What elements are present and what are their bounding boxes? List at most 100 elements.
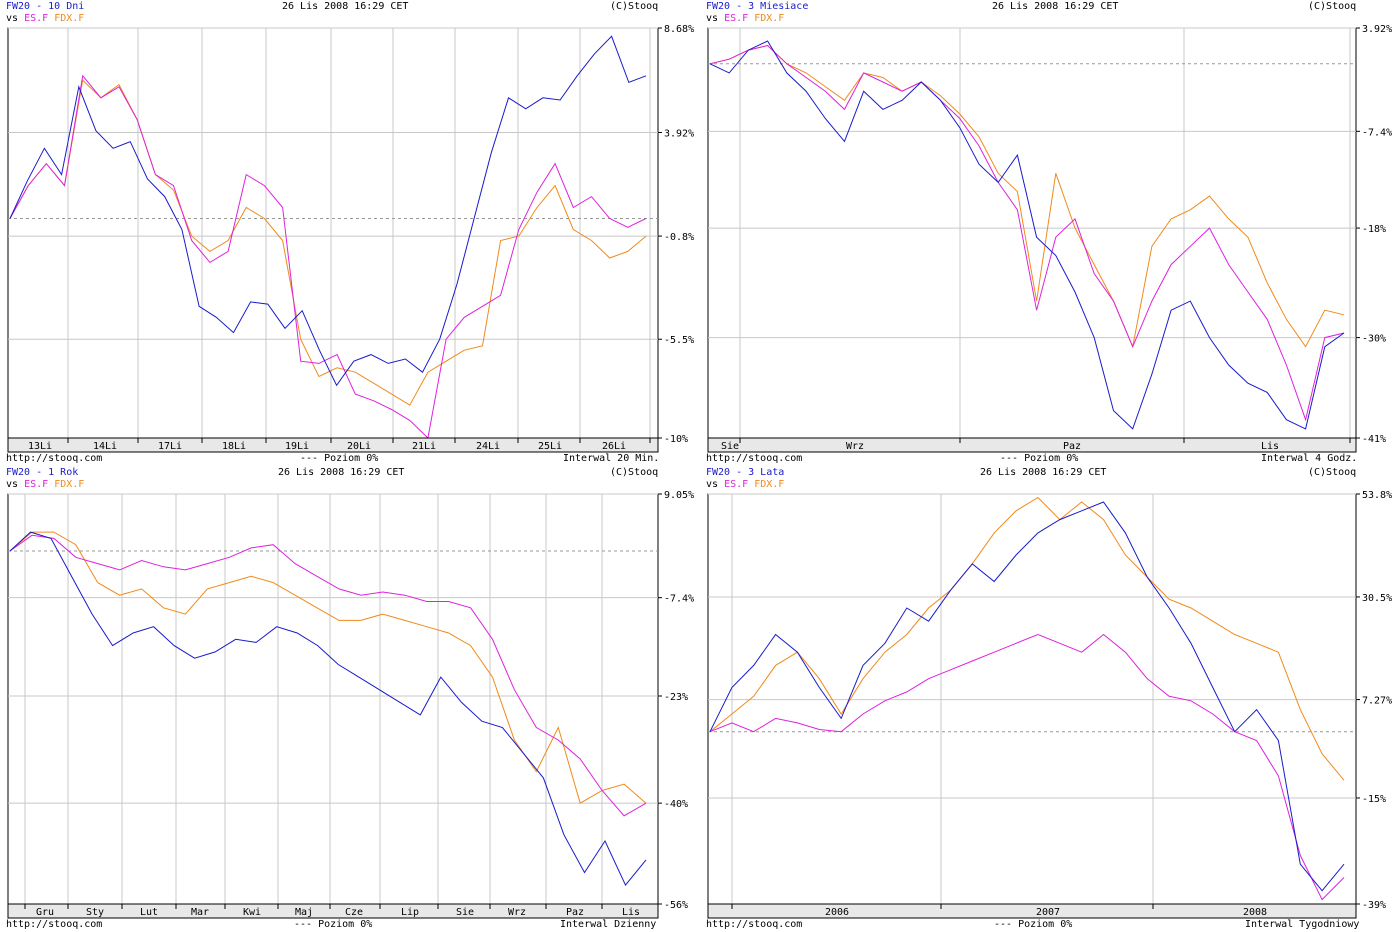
series-line-fw20 xyxy=(9,531,647,887)
plot-area xyxy=(707,493,1357,905)
panel-title: FW20 - 3 Lata xyxy=(706,467,784,479)
legend-vs: vs xyxy=(6,13,19,24)
x-tick-label: 20Li xyxy=(347,441,371,452)
chart-1-rok: 9.05% -7.4% -23% -40% -56% Gru Sty Lut Mar Kwi Maj… xyxy=(7,490,694,919)
y-tick-label: 53.8% xyxy=(1362,490,1392,501)
x-tick-label: 18Li xyxy=(222,441,246,452)
legend-fdx-f: FDX.F xyxy=(754,479,785,490)
x-tick-label: Lis xyxy=(1261,441,1279,452)
footer-url[interactable]: http://stooq.com xyxy=(6,919,103,930)
panel-legend: vs ES.F FDX.F xyxy=(706,479,784,491)
x-tick-label: 21Li xyxy=(412,441,436,452)
legend-vs: vs xyxy=(706,13,719,24)
x-tick-label: Gru xyxy=(36,907,54,918)
x-tick-label: 13Li xyxy=(28,441,52,452)
y-tick-label: -7.4% xyxy=(664,594,694,605)
panel-legend: vs ES.F FDX.F xyxy=(706,13,784,25)
panel-title-text: FW20 - 3 Lata xyxy=(706,467,785,478)
y-tick-label: -30% xyxy=(1362,334,1386,345)
panel-copyright: (C)Stooq xyxy=(1308,467,1357,478)
chart-3-lata: 53.8% 30.5% 7.27% -15% -39% 2006 2007 2008 xyxy=(707,490,1392,919)
legend-fdx-f: FDX.F xyxy=(754,13,785,24)
chart-panel-3-miesiace: FW20 - 3 Miesiace vs ES.F FDX.F 26 Lis 2… xyxy=(700,0,1400,466)
y-tick-label: -56% xyxy=(664,900,688,911)
legend-es-f: ES.F xyxy=(24,13,49,24)
panel-title-text: FW20 - 3 Miesiace xyxy=(706,1,809,12)
footer-url[interactable]: http://stooq.com xyxy=(706,453,803,464)
plot-area xyxy=(707,27,1357,439)
x-axis-bar xyxy=(7,437,659,453)
x-tick-label: 14Li xyxy=(93,441,117,452)
plot-area xyxy=(7,493,659,905)
series-line-fw20 xyxy=(9,35,647,387)
footer-level: --- Poziom 0% xyxy=(994,919,1073,930)
panel-title-text: FW20 - 10 Dni xyxy=(6,1,85,12)
y-tick-label: -5.5% xyxy=(664,335,694,346)
x-tick-label: 17Li xyxy=(158,441,182,452)
x-axis-bar xyxy=(7,903,659,919)
y-tick-label: 8.68% xyxy=(664,24,694,35)
panel-legend: vs ES.F FDX.F xyxy=(6,13,84,25)
y-tick-label: 30.5% xyxy=(1362,593,1392,604)
x-tick-label: Sie xyxy=(456,907,474,918)
x-axis-bar xyxy=(707,903,1357,919)
footer-interval: Interwal Tygodniowy xyxy=(1245,919,1360,930)
panel-title-text: FW20 - 1 Rok xyxy=(6,467,79,478)
y-tick-label: -15% xyxy=(1362,794,1386,805)
chart-10-dni: 8.68% 3.92% -0.8% -5.5% -10% 13Li 14Li 17Li 18Li… xyxy=(7,24,694,453)
chart-panel-3-lata: FW20 - 3 Lata vs ES.F FDX.F 26 Lis 2008 … xyxy=(700,466,1400,932)
series-line-fdx-f xyxy=(709,496,1345,781)
panel-timestamp: 26 Lis 2008 16:29 CET xyxy=(980,467,1107,478)
series-line-fdx-f xyxy=(9,531,647,804)
x-tick-label: Lis xyxy=(622,907,640,918)
series-line-fw20 xyxy=(709,501,1345,892)
footer-url[interactable]: http://stooq.com xyxy=(6,453,103,464)
plot-area xyxy=(7,27,659,439)
footer-interval: Interwal 4 Godz. xyxy=(1261,453,1358,464)
y-tick-label: 3.92% xyxy=(664,128,694,139)
x-tick-label: Kwi xyxy=(243,907,261,918)
x-tick-label: Paz xyxy=(1063,441,1081,452)
y-tick-label: -18% xyxy=(1362,224,1386,235)
series-line-fdx-f xyxy=(709,44,1345,349)
y-tick-label: -40% xyxy=(664,799,688,810)
panel-title: FW20 - 10 Dni xyxy=(6,1,84,13)
legend-fdx-f: FDX.F xyxy=(54,13,85,24)
footer-level: --- Poziom 0% xyxy=(300,453,379,464)
y-tick-label: -7.4% xyxy=(1362,127,1392,138)
y-tick-label: 7.27% xyxy=(1362,696,1392,707)
series-line-es-f xyxy=(709,44,1345,422)
y-tick-label: -10% xyxy=(664,434,688,445)
x-tick-label: 24Li xyxy=(476,441,500,452)
footer-url[interactable]: http://stooq.com xyxy=(706,919,803,930)
chart-panel-1-rok: FW20 - 1 Rok vs ES.F FDX.F 26 Lis 2008 1… xyxy=(0,466,700,932)
legend-vs: vs xyxy=(706,479,719,490)
y-tick-label: -39% xyxy=(1362,900,1386,911)
x-tick-label: Wrz xyxy=(508,907,526,918)
x-tick-label: Lut xyxy=(140,907,158,918)
x-tick-label: Mar xyxy=(191,907,209,918)
series-line-es-f xyxy=(9,534,647,817)
footer-level: --- Poziom 0% xyxy=(1000,453,1079,464)
panel-timestamp: 26 Lis 2008 16:29 CET xyxy=(992,1,1119,12)
series-line-es-f xyxy=(709,633,1345,901)
x-tick-label: 25Li xyxy=(538,441,562,452)
y-tick-label: 3.92% xyxy=(1362,24,1392,35)
panel-legend: vs ES.F FDX.F xyxy=(6,479,84,491)
legend-es-f: ES.F xyxy=(724,479,749,490)
x-tick-label: Cze xyxy=(345,907,363,918)
x-tick-label: Sty xyxy=(86,907,104,918)
panel-title: FW20 - 1 Rok xyxy=(6,467,78,479)
panel-copyright: (C)Stooq xyxy=(1308,1,1357,12)
x-tick-label: Wrz xyxy=(846,441,864,452)
footer-level: --- Poziom 0% xyxy=(294,919,373,930)
legend-es-f: ES.F xyxy=(24,479,49,490)
footer-interval: Interwal 20 Min. xyxy=(563,453,660,464)
y-tick-label: 9.05% xyxy=(664,490,694,501)
legend-vs: vs xyxy=(6,479,19,490)
x-tick-label: 2008 xyxy=(1243,907,1267,918)
x-tick-label: 2006 xyxy=(825,907,849,918)
series-line-fw20 xyxy=(709,40,1345,430)
y-tick-label: -0.8% xyxy=(664,232,694,243)
footer-interval: Interwal Dzienny xyxy=(560,919,657,930)
